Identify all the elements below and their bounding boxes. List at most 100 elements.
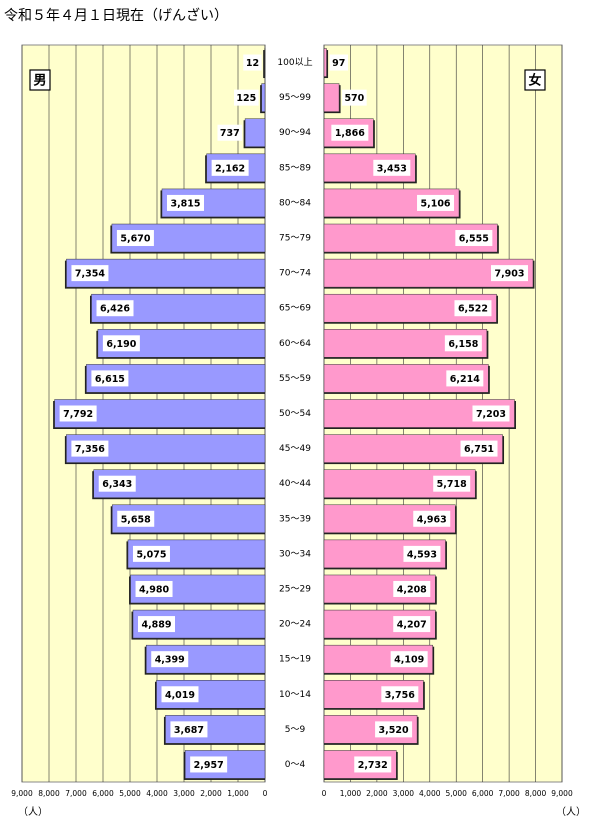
value-label-box xyxy=(211,159,249,176)
value-label-box xyxy=(403,545,441,562)
value-label-box xyxy=(170,721,208,738)
value-label-box xyxy=(444,335,482,352)
value-label: 5,075 xyxy=(136,549,166,560)
value-label: 7,903 xyxy=(494,269,524,280)
value-label-box xyxy=(132,545,170,562)
age-label: 60～64 xyxy=(279,339,311,349)
x-tick-label: 0 xyxy=(263,789,268,798)
value-label: 5,718 xyxy=(437,479,467,490)
age-label: 75～79 xyxy=(279,234,311,244)
value-label-box xyxy=(490,265,528,282)
value-label-box xyxy=(331,124,369,141)
value-label-box xyxy=(329,54,348,71)
age-label: 0～4 xyxy=(285,760,306,770)
value-label: 5,106 xyxy=(420,198,450,209)
value-label: 6,343 xyxy=(102,479,132,490)
x-tick-label: 2,000 xyxy=(200,789,222,798)
value-label: 6,751 xyxy=(464,444,494,455)
legend-box xyxy=(29,69,51,91)
age-label: 35～39 xyxy=(279,514,311,524)
value-label: 7,203 xyxy=(476,409,506,420)
legend-label: 男 xyxy=(33,74,46,89)
age-label: 70～74 xyxy=(279,269,311,279)
x-tick-label: 2,000 xyxy=(366,789,388,798)
age-label: 65～69 xyxy=(279,304,311,314)
value-label-box xyxy=(393,580,431,597)
value-label: 2,732 xyxy=(358,760,388,771)
value-label-box xyxy=(234,89,259,106)
bar-shadow xyxy=(263,50,265,79)
x-tick-label: 6,000 xyxy=(472,789,494,798)
value-label-box xyxy=(98,475,136,492)
value-label: 4,109 xyxy=(394,655,424,666)
value-label: 4,399 xyxy=(155,655,185,666)
chart-title: 令和５年４月１日現在（げんざい） xyxy=(4,7,228,24)
x-tick-label: 3,000 xyxy=(173,789,195,798)
bar xyxy=(323,48,327,77)
value-label: 4,593 xyxy=(407,549,437,560)
value-label-box xyxy=(71,265,109,282)
age-label: 100以上 xyxy=(277,57,312,68)
value-label: 5,658 xyxy=(121,514,151,525)
value-label-box xyxy=(117,510,155,527)
bar xyxy=(261,83,266,112)
age-label: 80～84 xyxy=(279,198,311,208)
value-label-box xyxy=(455,230,493,247)
x-tick-label: 5,000 xyxy=(445,789,467,798)
x-tick-label: 5,000 xyxy=(119,789,141,798)
value-label: 5,670 xyxy=(120,234,150,245)
value-label-box xyxy=(381,686,419,703)
value-label: 3,453 xyxy=(377,163,407,174)
value-label: 2,957 xyxy=(194,760,224,771)
value-label-box xyxy=(413,510,451,527)
x-tick-label: 8,000 xyxy=(38,789,60,798)
value-label: 3,815 xyxy=(170,198,200,209)
value-label-box xyxy=(137,616,175,633)
age-label: 55～59 xyxy=(279,374,311,384)
value-label: 6,426 xyxy=(100,304,130,315)
age-label: 95～99 xyxy=(279,93,311,103)
bar xyxy=(323,83,340,112)
value-label-box xyxy=(161,686,199,703)
value-label-box xyxy=(59,405,97,422)
value-label: 6,158 xyxy=(448,339,478,350)
age-label: 30～34 xyxy=(279,549,311,559)
value-label-box xyxy=(354,756,392,773)
x-tick-label: 0 xyxy=(322,789,327,798)
value-label: 125 xyxy=(236,93,256,104)
value-label-box xyxy=(91,370,129,387)
value-label: 4,980 xyxy=(139,584,169,595)
x-tick-label: 6,000 xyxy=(92,789,114,798)
value-label: 4,889 xyxy=(141,620,171,631)
age-label: 20～24 xyxy=(279,620,311,630)
value-label: 1,866 xyxy=(335,128,365,139)
value-label: 3,520 xyxy=(379,725,409,736)
value-label-box xyxy=(375,721,413,738)
x-axis-unit: （人） xyxy=(556,806,586,818)
age-label: 5～9 xyxy=(285,725,306,735)
value-label-box xyxy=(342,89,367,106)
value-label-box xyxy=(96,300,134,317)
bar xyxy=(323,680,424,709)
value-label: 6,214 xyxy=(450,374,480,385)
legend-label: 女 xyxy=(528,73,541,89)
value-label-box xyxy=(417,194,455,211)
value-label-box xyxy=(446,370,484,387)
value-label-box xyxy=(460,440,498,457)
x-axis-unit: （人） xyxy=(18,806,48,818)
x-tick-label: 4,000 xyxy=(419,789,441,798)
value-label-box xyxy=(373,159,411,176)
value-label: 6,615 xyxy=(95,374,125,385)
x-tick-label: 1,000 xyxy=(227,789,249,798)
x-tick-label: 4,000 xyxy=(146,789,168,798)
value-label-box xyxy=(135,580,173,597)
age-label: 45～49 xyxy=(279,444,311,454)
value-label: 7,356 xyxy=(75,444,105,455)
x-tick-label: 1,000 xyxy=(340,789,362,798)
value-label: 4,208 xyxy=(397,584,427,595)
value-label: 4,019 xyxy=(165,690,195,701)
x-tick-label: 7,000 xyxy=(498,789,520,798)
value-label: 570 xyxy=(344,93,364,104)
value-label-box xyxy=(102,335,140,352)
value-label: 737 xyxy=(220,128,240,139)
